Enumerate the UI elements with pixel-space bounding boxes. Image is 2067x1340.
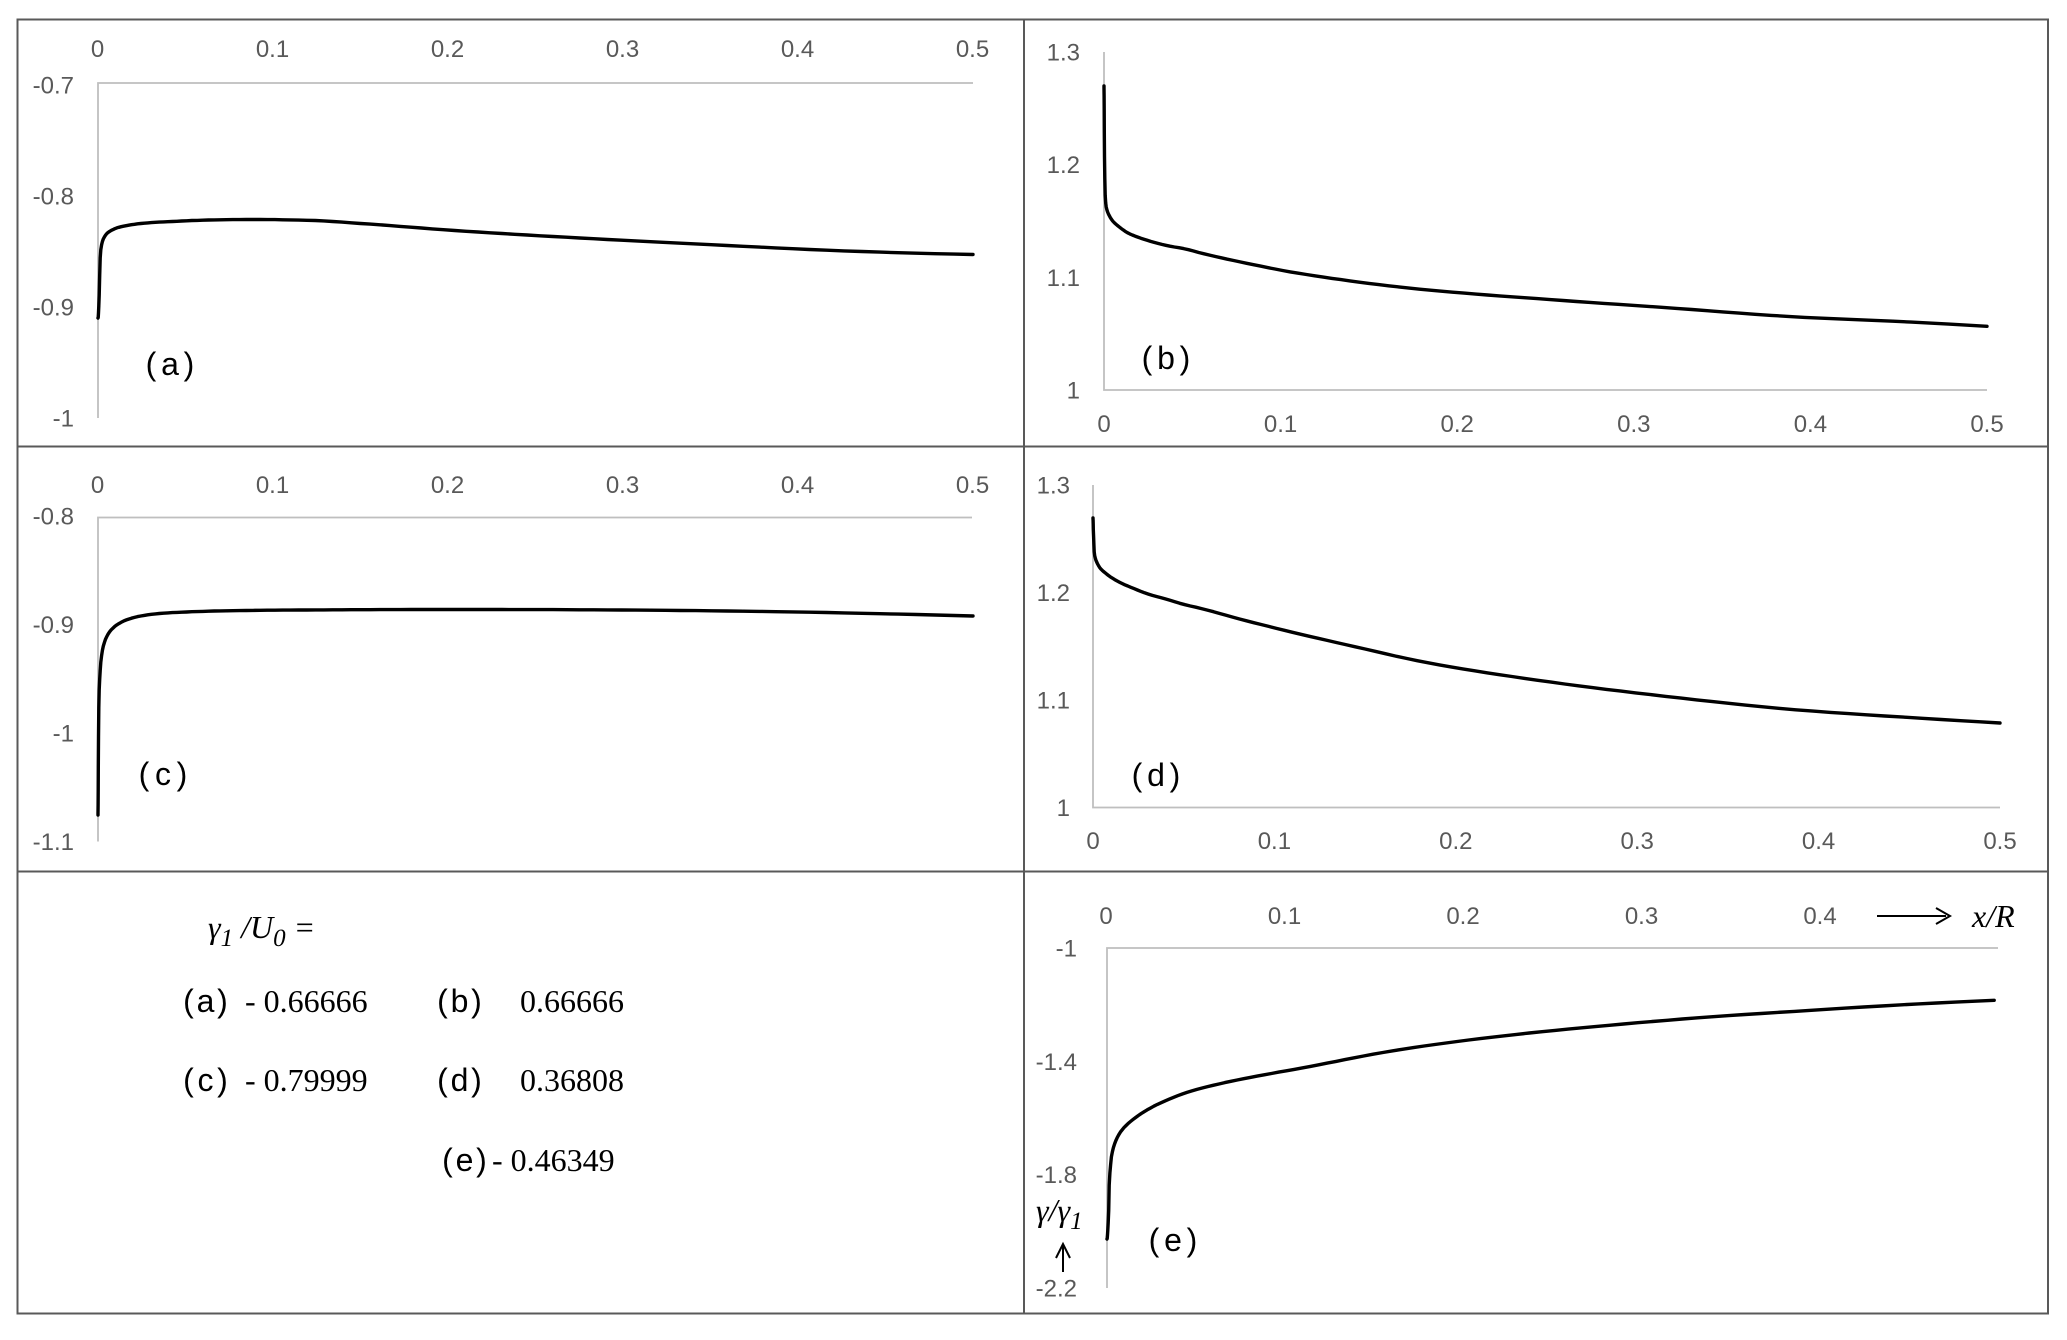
svg-text:-0.7: -0.7 bbox=[33, 73, 74, 100]
svg-text:0: 0 bbox=[91, 36, 104, 63]
svg-text:- 0.79999: - 0.79999 bbox=[245, 1062, 368, 1098]
svg-text:): ) bbox=[1187, 1222, 1198, 1258]
svg-text:(: ( bbox=[183, 1062, 194, 1098]
svg-text:0: 0 bbox=[1086, 828, 1099, 855]
svg-text:1.3: 1.3 bbox=[1037, 473, 1070, 500]
svg-text:): ) bbox=[184, 346, 195, 382]
svg-text:): ) bbox=[217, 983, 228, 1019]
svg-text:0.5: 0.5 bbox=[1970, 411, 2003, 438]
svg-text:-1: -1 bbox=[53, 406, 74, 433]
svg-text:1: 1 bbox=[1057, 795, 1070, 822]
svg-text:0.5: 0.5 bbox=[956, 36, 989, 63]
svg-text:1: 1 bbox=[1067, 378, 1080, 405]
svg-text:(: ( bbox=[1149, 1222, 1160, 1258]
svg-text:1.1: 1.1 bbox=[1037, 688, 1070, 715]
svg-text:0.5: 0.5 bbox=[956, 472, 989, 499]
svg-text:0.4: 0.4 bbox=[1794, 411, 1827, 438]
svg-text:): ) bbox=[177, 756, 188, 792]
svg-text:0.2: 0.2 bbox=[1439, 828, 1472, 855]
svg-text:0.3: 0.3 bbox=[606, 472, 639, 499]
svg-text:0.3: 0.3 bbox=[606, 36, 639, 63]
svg-text:0.3: 0.3 bbox=[1621, 828, 1654, 855]
svg-text:0.4: 0.4 bbox=[781, 36, 814, 63]
svg-text:0.1: 0.1 bbox=[256, 472, 289, 499]
svg-text:- 0.46349: - 0.46349 bbox=[492, 1142, 615, 1178]
svg-text:0: 0 bbox=[91, 472, 104, 499]
svg-text:-0.8: -0.8 bbox=[33, 504, 74, 531]
svg-text:(: ( bbox=[1132, 757, 1143, 793]
svg-text:0.2: 0.2 bbox=[1441, 411, 1474, 438]
svg-text:-1.8: -1.8 bbox=[1036, 1162, 1077, 1189]
svg-text:): ) bbox=[471, 983, 482, 1019]
svg-text:0: 0 bbox=[1097, 411, 1110, 438]
svg-text:a: a bbox=[197, 983, 215, 1019]
svg-text:1.2: 1.2 bbox=[1047, 152, 1080, 179]
svg-text:d: d bbox=[1147, 757, 1165, 793]
svg-text:1.3: 1.3 bbox=[1047, 40, 1080, 67]
svg-text:1.2: 1.2 bbox=[1037, 580, 1070, 607]
svg-text:0.4: 0.4 bbox=[1803, 903, 1836, 930]
svg-text:d: d bbox=[451, 1062, 469, 1098]
svg-text:- 0.66666: - 0.66666 bbox=[245, 983, 368, 1019]
svg-text:-0.9: -0.9 bbox=[33, 612, 74, 639]
svg-text:0.4: 0.4 bbox=[1802, 828, 1835, 855]
svg-text:(: ( bbox=[183, 983, 194, 1019]
svg-text:(: ( bbox=[442, 1142, 453, 1178]
svg-text:): ) bbox=[1170, 757, 1181, 793]
svg-text:b: b bbox=[1157, 340, 1175, 376]
svg-text:0.4: 0.4 bbox=[781, 472, 814, 499]
svg-text:-1.4: -1.4 bbox=[1036, 1049, 1077, 1076]
svg-text:a: a bbox=[161, 346, 179, 382]
svg-text:c: c bbox=[155, 756, 171, 792]
svg-text:-1.1: -1.1 bbox=[33, 829, 74, 856]
svg-text:): ) bbox=[471, 1062, 482, 1098]
svg-text:(: ( bbox=[139, 756, 150, 792]
svg-text:-1: -1 bbox=[53, 721, 74, 748]
svg-text:0.1: 0.1 bbox=[256, 36, 289, 63]
svg-text:b: b bbox=[451, 983, 469, 1019]
svg-text:0.66666: 0.66666 bbox=[520, 983, 624, 1019]
svg-text:1.1: 1.1 bbox=[1047, 265, 1080, 292]
svg-text:(: ( bbox=[437, 1062, 448, 1098]
svg-text:0.2: 0.2 bbox=[1446, 903, 1479, 930]
svg-text:(: ( bbox=[437, 983, 448, 1019]
svg-text:): ) bbox=[1180, 340, 1191, 376]
svg-text:0.1: 0.1 bbox=[1264, 411, 1297, 438]
svg-text:0.5: 0.5 bbox=[1983, 828, 2016, 855]
svg-text:0.2: 0.2 bbox=[431, 36, 464, 63]
svg-text:e: e bbox=[456, 1142, 474, 1178]
svg-text:): ) bbox=[476, 1142, 487, 1178]
svg-text:0.3: 0.3 bbox=[1617, 411, 1650, 438]
svg-text:-0.9: -0.9 bbox=[33, 295, 74, 322]
svg-text:e: e bbox=[1164, 1222, 1182, 1258]
svg-text:c: c bbox=[198, 1062, 214, 1098]
svg-text:(: ( bbox=[146, 346, 157, 382]
svg-text:-1: -1 bbox=[1056, 936, 1077, 963]
svg-text:x/R: x/R bbox=[1971, 898, 2015, 934]
svg-text:-0.8: -0.8 bbox=[33, 184, 74, 211]
svg-text:0.1: 0.1 bbox=[1268, 903, 1301, 930]
svg-text:0.3: 0.3 bbox=[1625, 903, 1658, 930]
svg-text:(: ( bbox=[1142, 340, 1153, 376]
svg-text:0: 0 bbox=[1099, 903, 1112, 930]
svg-text:0.2: 0.2 bbox=[431, 472, 464, 499]
svg-text:γ/γ1: γ/γ1 bbox=[1036, 1192, 1083, 1235]
svg-text:-2.2: -2.2 bbox=[1036, 1276, 1077, 1303]
svg-text:): ) bbox=[217, 1062, 228, 1098]
svg-text:0.1: 0.1 bbox=[1258, 828, 1291, 855]
svg-text:0.36808: 0.36808 bbox=[520, 1062, 624, 1098]
